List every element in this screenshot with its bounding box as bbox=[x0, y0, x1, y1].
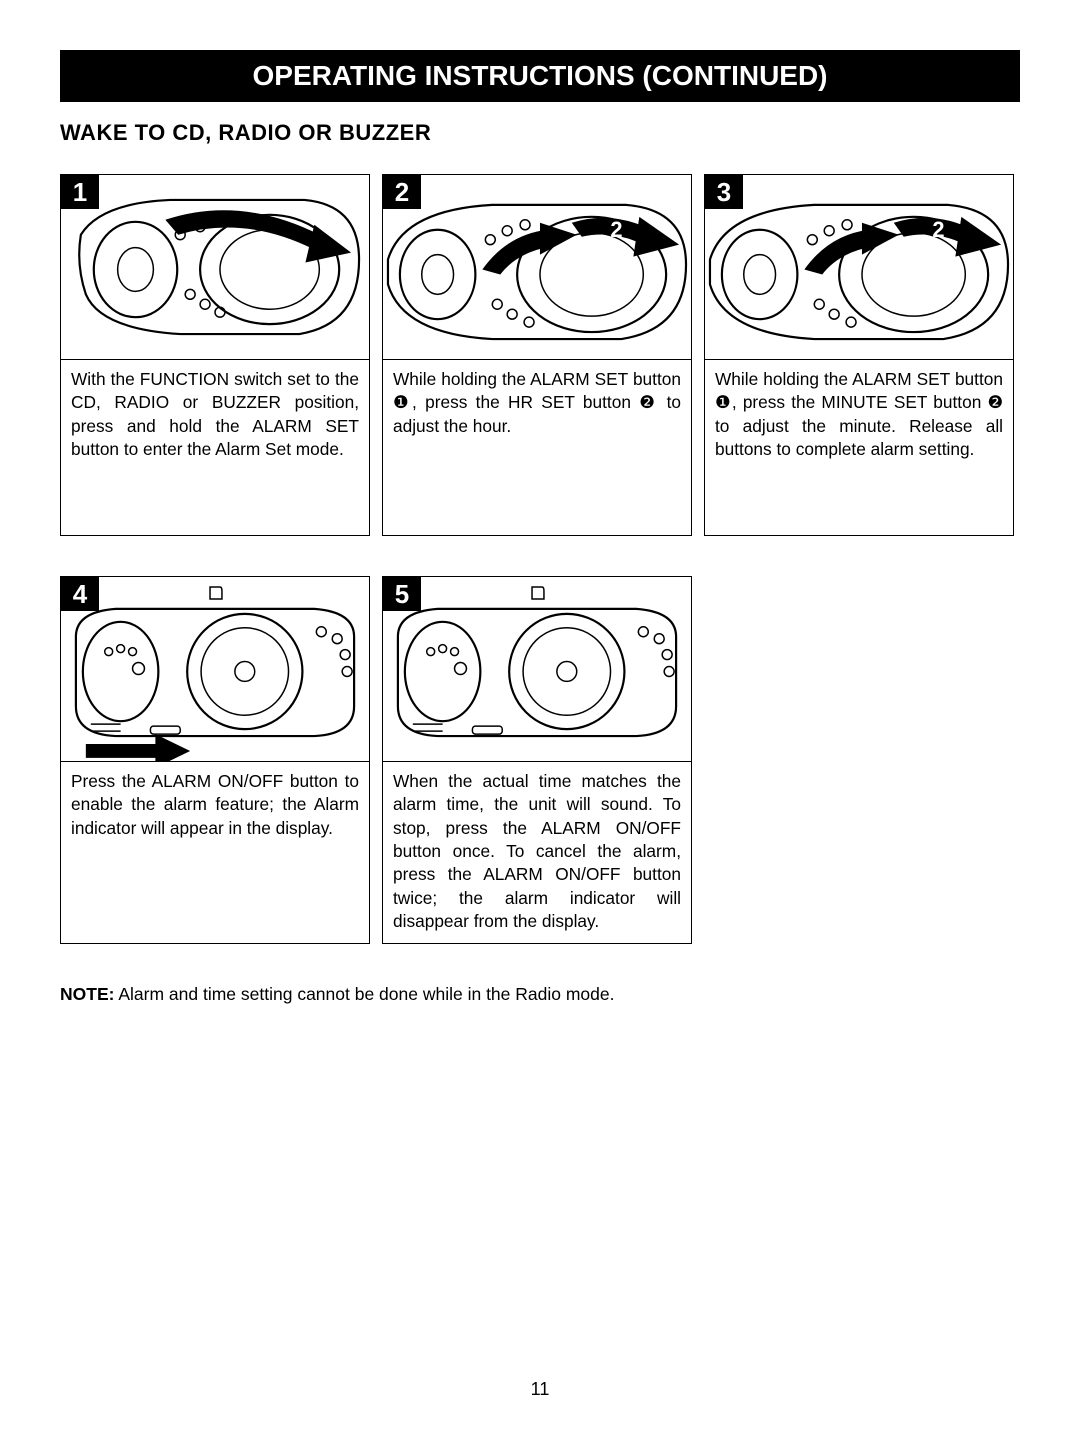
note-text: Alarm and time setting cannot be done wh… bbox=[114, 984, 614, 1004]
step-4-number: 4 bbox=[61, 577, 99, 611]
step-1-number: 1 bbox=[61, 175, 99, 209]
page-number: 11 bbox=[0, 1379, 1080, 1400]
device-front-view-icon bbox=[61, 577, 369, 761]
step-2: 2 1 bbox=[382, 174, 692, 536]
step-1-illustration: 1 bbox=[61, 175, 369, 360]
step-5-illustration: 5 bbox=[383, 577, 691, 762]
step-4-illustration: 4 bbox=[61, 577, 369, 762]
step-2-illustration: 2 1 bbox=[383, 175, 691, 360]
page: OPERATING INSTRUCTIONS (CONTINUED) WAKE … bbox=[0, 0, 1080, 1440]
page-title-bar: OPERATING INSTRUCTIONS (CONTINUED) bbox=[60, 50, 1020, 102]
device-top-view-icon bbox=[61, 175, 369, 359]
step-1-text: With the FUNCTION switch set to the CD, … bbox=[61, 360, 369, 535]
steps-row-1: 1 bbox=[60, 174, 1020, 536]
device-front-view-icon bbox=[383, 577, 691, 761]
note: NOTE: Alarm and time setting cannot be d… bbox=[60, 984, 1020, 1005]
arrow-badge-2: 2 bbox=[610, 217, 622, 242]
step-5-text: When the actual time matches the alarm t… bbox=[383, 762, 691, 943]
step-4: 4 bbox=[60, 576, 370, 944]
step-3-illustration: 3 1 2 bbox=[705, 175, 1013, 360]
section-heading: WAKE TO CD, RADIO OR BUZZER bbox=[60, 120, 1020, 146]
device-top-view-icon: 1 2 bbox=[705, 175, 1013, 359]
step-2-number: 2 bbox=[383, 175, 421, 209]
step-3-text: While holding the ALARM SET button ❶, pr… bbox=[705, 360, 1013, 535]
arrow-badge-1: 1 bbox=[866, 252, 878, 277]
page-title: OPERATING INSTRUCTIONS (CONTINUED) bbox=[252, 60, 827, 91]
note-label: NOTE: bbox=[60, 984, 114, 1004]
steps-row-2: 4 bbox=[60, 576, 1020, 944]
step-5-number: 5 bbox=[383, 577, 421, 611]
device-top-view-icon: 1 2 bbox=[383, 175, 691, 359]
arrow-badge-1: 1 bbox=[544, 252, 556, 277]
step-4-text: Press the ALARM ON/OFF button to enable … bbox=[61, 762, 369, 937]
step-3: 3 1 2 bbox=[704, 174, 1014, 536]
step-2-text: While holding the ALARM SET button ❶, pr… bbox=[383, 360, 691, 535]
arrow-badge-2: 2 bbox=[932, 217, 944, 242]
step-3-number: 3 bbox=[705, 175, 743, 209]
step-5: 5 bbox=[382, 576, 692, 944]
step-1: 1 bbox=[60, 174, 370, 536]
